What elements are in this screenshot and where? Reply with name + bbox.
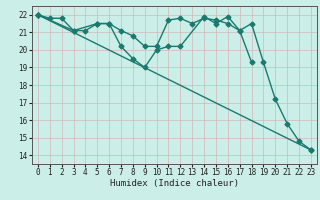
X-axis label: Humidex (Indice chaleur): Humidex (Indice chaleur) (110, 179, 239, 188)
